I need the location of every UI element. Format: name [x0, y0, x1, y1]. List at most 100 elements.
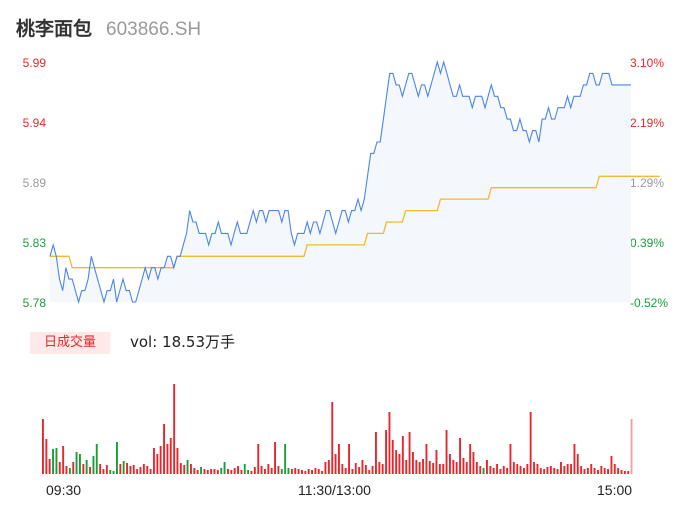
volume-bar	[48, 459, 51, 474]
volume-bar	[210, 469, 213, 474]
volume-bar	[52, 449, 54, 474]
price-tick-3: 5.83	[22, 236, 46, 250]
volume-bar	[408, 432, 411, 474]
price-tick-4: 5.78	[22, 296, 46, 310]
volume-bar	[475, 462, 478, 474]
volume-bar	[297, 469, 300, 474]
volume-bar	[314, 468, 317, 474]
volume-bar	[412, 452, 414, 474]
volume-bar	[237, 466, 239, 474]
volume-bar	[583, 469, 586, 474]
volume-bar	[206, 470, 209, 474]
volume-bar	[361, 460, 364, 474]
time-label-open: 09:30	[46, 482, 82, 498]
volume-bar	[570, 464, 572, 474]
volume-bar	[563, 466, 566, 474]
volume-bar	[401, 436, 404, 474]
volume-bar	[126, 463, 128, 474]
volume-bar	[496, 464, 498, 474]
volume-bar	[348, 444, 350, 474]
volume-bar	[465, 462, 468, 474]
volume-bar	[233, 468, 236, 474]
price-tick-2: 5.89	[22, 176, 46, 190]
volume-bar	[190, 464, 192, 474]
volume-bar	[405, 460, 408, 474]
volume-bar	[364, 465, 367, 474]
volume-bar	[512, 462, 515, 474]
volume-bar	[257, 444, 260, 474]
volume-bar	[270, 468, 273, 474]
volume-bar	[122, 461, 125, 474]
volume-bar	[68, 468, 71, 474]
volume-bar	[58, 462, 61, 474]
volume-bar	[82, 464, 85, 474]
volume-bar	[153, 448, 155, 474]
volume-bar	[449, 454, 451, 474]
volume-bar	[102, 469, 105, 474]
volume-bar	[610, 456, 613, 474]
volume-bar	[142, 464, 145, 474]
volume-bar	[375, 432, 377, 474]
volume-bar	[45, 439, 48, 474]
volume-bar	[603, 468, 606, 474]
volume-bar	[566, 464, 569, 474]
volume-bar	[324, 462, 327, 474]
percent-tick-0: 3.10%	[630, 56, 665, 70]
price-line	[49, 59, 631, 305]
volume-bar	[327, 460, 330, 474]
volume-bar	[109, 470, 112, 474]
volume-bar	[391, 440, 394, 474]
volume-bar	[186, 460, 189, 474]
volume-bar	[523, 468, 525, 474]
volume-bar	[62, 446, 65, 474]
volume-bar	[132, 465, 135, 474]
volume-bar	[341, 464, 344, 474]
volume-bar	[277, 466, 280, 474]
volume-bar	[388, 412, 391, 474]
volume-bar	[260, 466, 263, 474]
volume-bar	[65, 466, 68, 474]
price-area-fill	[50, 62, 631, 302]
volume-bar	[92, 456, 95, 474]
volume-bar	[549, 466, 552, 474]
volume-bar	[213, 469, 216, 474]
volume-bar	[489, 466, 492, 474]
volume-bar	[311, 470, 313, 474]
volume-bar	[506, 468, 509, 474]
volume-bar	[536, 464, 539, 474]
volume-bar	[116, 442, 118, 474]
volume-bar	[600, 466, 603, 474]
volume-bar	[203, 469, 206, 474]
volume-bar	[338, 444, 340, 474]
volume-bar	[398, 454, 401, 474]
volume-bar	[351, 469, 354, 474]
volume-bar	[438, 464, 441, 474]
price-tick-0: 5.99	[22, 56, 46, 70]
volume-bar	[381, 464, 384, 474]
volume-bar	[627, 471, 630, 474]
volume-bar	[301, 470, 303, 474]
volume-bar	[230, 470, 233, 474]
volume-bar	[317, 469, 320, 474]
stock-name: 桃李面包	[16, 18, 93, 40]
volume-bar	[334, 454, 337, 474]
volume-bar	[149, 469, 152, 474]
volume-bar	[331, 402, 334, 474]
percent-tick-4: -0.52%	[630, 296, 669, 310]
volume-bar	[378, 462, 381, 474]
volume-bar	[613, 464, 616, 474]
volume-bar	[590, 464, 593, 474]
volume-bar	[418, 462, 421, 474]
volume-bar	[183, 465, 186, 474]
volume-bar	[422, 459, 424, 474]
volume-bar	[105, 465, 108, 474]
volume-bar	[516, 464, 519, 474]
volume-bar	[200, 467, 202, 474]
volume-bar	[428, 461, 431, 474]
volume-bar	[526, 464, 529, 474]
volume-bar	[253, 467, 256, 474]
volume-bar	[227, 469, 229, 474]
volume-bar	[543, 469, 546, 474]
volume-bar	[556, 469, 559, 474]
time-label-close: 15:00	[597, 482, 633, 498]
